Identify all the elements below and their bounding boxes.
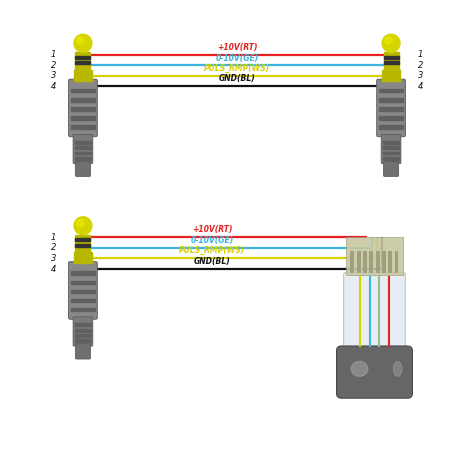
FancyBboxPatch shape xyxy=(75,344,91,359)
Bar xyxy=(75,339,91,342)
Text: 3: 3 xyxy=(51,254,56,263)
Text: 1: 1 xyxy=(51,50,56,59)
Bar xyxy=(379,107,403,111)
Bar xyxy=(71,281,95,284)
Bar xyxy=(382,251,386,273)
Bar xyxy=(379,89,403,92)
Text: 4: 4 xyxy=(51,265,56,273)
Bar xyxy=(395,251,399,273)
FancyBboxPatch shape xyxy=(337,346,412,398)
Ellipse shape xyxy=(393,361,402,376)
Bar xyxy=(71,299,95,302)
Text: 2: 2 xyxy=(51,61,56,70)
Circle shape xyxy=(74,217,92,235)
Text: 2: 2 xyxy=(51,244,56,252)
Bar xyxy=(75,146,91,149)
Bar xyxy=(75,238,91,241)
Bar xyxy=(74,252,92,263)
Ellipse shape xyxy=(351,361,368,376)
Bar xyxy=(75,328,91,331)
Bar xyxy=(75,244,91,246)
Text: +10V(RT): +10V(RT) xyxy=(217,43,257,52)
Bar xyxy=(379,116,403,120)
Bar xyxy=(346,237,403,275)
FancyBboxPatch shape xyxy=(73,317,93,346)
Bar xyxy=(74,70,92,81)
Text: GND(BL): GND(BL) xyxy=(219,74,255,83)
FancyBboxPatch shape xyxy=(377,79,405,137)
Bar xyxy=(388,251,392,273)
Bar xyxy=(75,157,91,160)
Bar xyxy=(376,251,380,273)
Bar xyxy=(382,70,400,81)
FancyBboxPatch shape xyxy=(73,135,93,164)
Bar xyxy=(75,235,91,253)
Bar xyxy=(383,157,399,160)
Text: 0-10V(GE): 0-10V(GE) xyxy=(191,236,234,245)
Bar xyxy=(379,126,403,129)
FancyBboxPatch shape xyxy=(383,161,399,177)
Text: 0-10V(GE): 0-10V(GE) xyxy=(215,54,259,63)
Bar xyxy=(357,251,361,273)
Bar xyxy=(379,98,403,101)
Bar xyxy=(71,98,95,101)
Bar xyxy=(383,146,399,149)
Bar xyxy=(71,272,95,275)
Text: PULS_RMP(WS): PULS_RMP(WS) xyxy=(179,246,245,255)
Bar xyxy=(383,141,399,144)
Circle shape xyxy=(385,37,392,44)
Text: 1: 1 xyxy=(51,233,56,241)
Circle shape xyxy=(77,37,84,44)
Bar xyxy=(71,308,95,311)
Bar xyxy=(71,107,95,111)
Text: 3: 3 xyxy=(418,72,423,80)
Text: 1: 1 xyxy=(418,50,423,59)
Bar xyxy=(71,290,95,293)
FancyBboxPatch shape xyxy=(75,161,91,177)
Bar xyxy=(75,55,91,59)
Text: PULS_RMP(WS): PULS_RMP(WS) xyxy=(204,64,270,73)
Bar xyxy=(75,152,91,155)
Bar xyxy=(363,251,367,273)
FancyBboxPatch shape xyxy=(69,262,97,319)
Text: 4: 4 xyxy=(418,82,423,91)
FancyBboxPatch shape xyxy=(381,135,401,164)
Bar xyxy=(71,126,95,129)
Text: +10V(RT): +10V(RT) xyxy=(192,225,232,234)
Bar xyxy=(71,116,95,120)
FancyBboxPatch shape xyxy=(344,273,405,353)
Bar xyxy=(383,52,399,71)
Text: 3: 3 xyxy=(51,72,56,80)
Bar xyxy=(350,251,354,273)
Circle shape xyxy=(77,219,84,227)
Bar xyxy=(369,251,373,273)
Bar xyxy=(71,89,95,92)
Bar xyxy=(383,152,399,155)
Bar xyxy=(383,55,399,59)
Text: 4: 4 xyxy=(51,82,56,91)
Bar xyxy=(383,61,399,64)
Text: 2: 2 xyxy=(418,61,423,70)
Circle shape xyxy=(74,34,92,52)
Circle shape xyxy=(382,34,400,52)
Bar xyxy=(75,61,91,64)
Bar xyxy=(75,334,91,337)
Bar xyxy=(75,323,91,326)
Bar xyxy=(75,141,91,144)
Bar xyxy=(75,52,91,71)
FancyBboxPatch shape xyxy=(69,79,97,137)
Text: GND(BL): GND(BL) xyxy=(194,257,230,266)
